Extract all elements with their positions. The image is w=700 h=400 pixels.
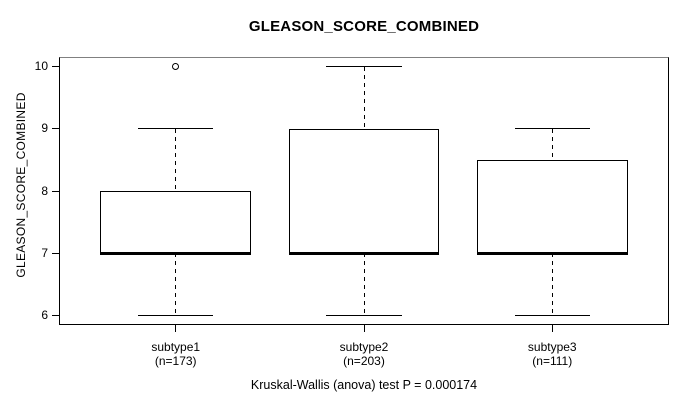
group-n: (n=173) bbox=[154, 354, 197, 368]
box-iqr bbox=[288, 128, 440, 254]
upper-whisker-line bbox=[363, 66, 365, 129]
x-axis-tick bbox=[363, 325, 365, 332]
y-axis-tick-label: 9 bbox=[41, 121, 48, 136]
box-iqr bbox=[100, 191, 252, 254]
x-category-label: subtype3 (n=111) bbox=[477, 340, 627, 368]
y-axis-tick bbox=[52, 190, 59, 192]
lower-whisker-cap bbox=[514, 314, 590, 316]
outlier-point bbox=[172, 63, 180, 71]
lower-whisker-cap bbox=[138, 314, 214, 316]
upper-whisker-cap bbox=[326, 66, 402, 68]
y-axis-tick bbox=[52, 128, 59, 130]
y-axis-tick-label: 8 bbox=[41, 183, 48, 198]
upper-whisker-cap bbox=[138, 128, 214, 130]
x-axis-tick bbox=[551, 325, 553, 332]
x-category-label: subtype2 (n=203) bbox=[289, 340, 439, 368]
median-line bbox=[288, 251, 440, 255]
box-iqr bbox=[476, 159, 628, 254]
group-name: subtype1 bbox=[151, 340, 201, 354]
group-n: (n=111) bbox=[532, 354, 573, 368]
x-category-label: subtype1 (n=173) bbox=[101, 340, 251, 368]
upper-whisker-cap bbox=[514, 128, 590, 130]
y-axis-tick bbox=[52, 252, 59, 254]
y-axis-tick bbox=[52, 66, 59, 68]
lower-whisker-line bbox=[363, 253, 365, 316]
lower-whisker-line bbox=[551, 253, 553, 316]
chart-title: GLEASON_SCORE_COMBINED bbox=[248, 18, 480, 35]
x-axis-tick bbox=[175, 325, 177, 332]
stat-test-note: Kruskal-Wallis (anova) test P = 0.000174 bbox=[250, 378, 478, 392]
lower-whisker-cap bbox=[326, 314, 402, 316]
upper-whisker-line bbox=[175, 128, 177, 191]
group-n: (n=203) bbox=[343, 354, 385, 368]
group-name: subtype3 bbox=[527, 340, 577, 354]
y-axis-tick-label: 10 bbox=[34, 59, 48, 74]
y-axis-tick-label: 6 bbox=[41, 307, 48, 322]
median-line bbox=[476, 251, 628, 255]
group-name: subtype2 bbox=[339, 340, 389, 354]
median-line bbox=[100, 251, 252, 255]
lower-whisker-line bbox=[175, 253, 177, 316]
y-axis-tick-label: 7 bbox=[41, 245, 48, 260]
y-axis-tick bbox=[52, 314, 59, 316]
upper-whisker-line bbox=[551, 128, 553, 160]
